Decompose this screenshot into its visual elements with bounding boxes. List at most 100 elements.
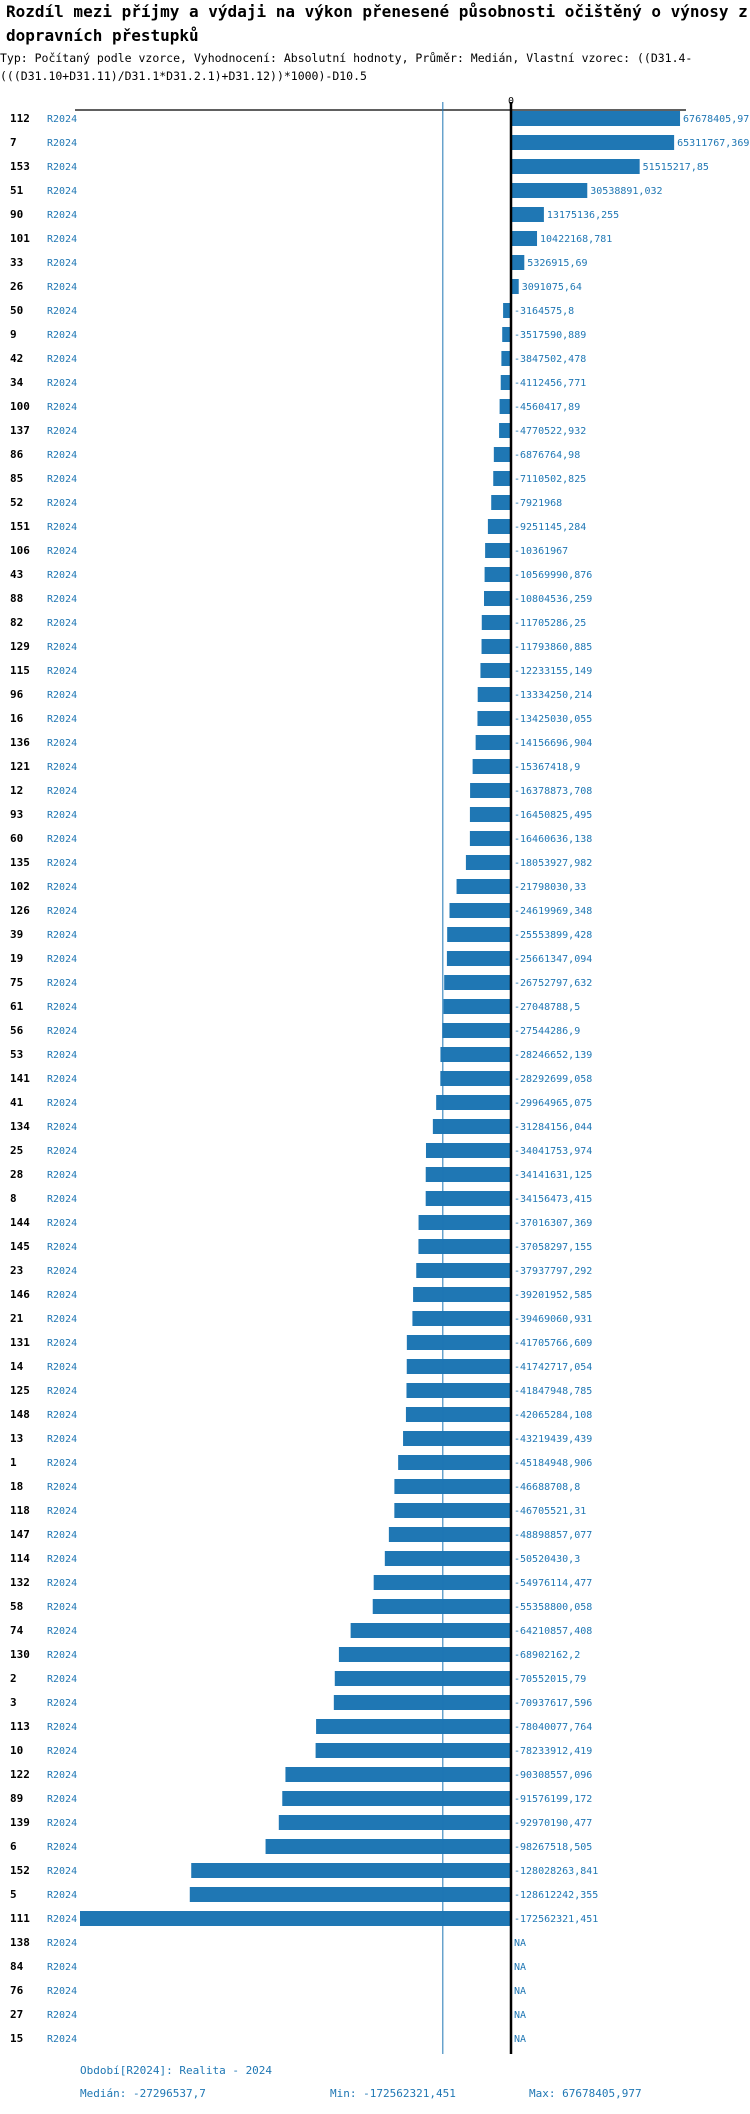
row-period-label: R2024: [47, 450, 77, 461]
bar: [440, 1047, 511, 1062]
bar: [425, 1191, 511, 1206]
bar: [484, 591, 511, 606]
value-label: -41705766,609: [514, 1338, 592, 1349]
row-id-label: 90: [10, 208, 23, 221]
row-period-label: R2024: [47, 1146, 77, 1157]
bar: [511, 159, 640, 174]
row-id-label: 134: [10, 1120, 30, 1133]
row-id-label: 50: [10, 304, 23, 317]
value-label: 30538891,032: [590, 186, 662, 197]
row-period-label: R2024: [47, 1218, 77, 1229]
value-label: NA: [514, 1938, 526, 1949]
row-period-label: R2024: [47, 1674, 77, 1685]
row-period-label: R2024: [47, 378, 77, 389]
row-period-label: R2024: [47, 1746, 77, 1757]
row-id-label: 93: [10, 808, 23, 821]
row-period-label: R2024: [47, 1194, 77, 1205]
row-id-label: 96: [10, 688, 24, 701]
row-id-label: 125: [10, 1384, 30, 1397]
row-period-label: R2024: [47, 930, 77, 941]
footer-max: Max: 67678405,977: [529, 2087, 642, 2100]
row-period-label: R2024: [47, 1698, 77, 1709]
row-id-label: 61: [10, 1000, 24, 1013]
row-period-label: R2024: [47, 2010, 77, 2021]
value-label: -29964965,075: [514, 1098, 592, 1109]
row-period-label: R2024: [47, 1098, 77, 1109]
bar: [406, 1359, 511, 1374]
row-period-label: R2024: [47, 786, 77, 797]
row-period-label: R2024: [47, 522, 77, 533]
row-period-label: R2024: [47, 546, 77, 557]
row-period-label: R2024: [47, 1410, 77, 1421]
row-id-label: 6: [10, 1840, 17, 1853]
value-label: -16450825,495: [514, 810, 592, 821]
row-period-label: R2024: [47, 186, 77, 197]
value-label: -4112456,771: [514, 378, 586, 389]
row-id-label: 43: [10, 568, 23, 581]
value-label: -90308557,096: [514, 1770, 592, 1781]
row-id-label: 34: [10, 376, 24, 389]
row-period-label: R2024: [47, 954, 77, 965]
chart-subtitle: Typ: Počítaný podle vzorce, Vyhodnocení:…: [0, 51, 693, 83]
bar: [493, 471, 511, 486]
value-label: -37058297,155: [514, 1242, 592, 1253]
value-label: -92970190,477: [514, 1818, 592, 1829]
row-period-label: R2024: [47, 234, 77, 245]
row-id-label: 84: [10, 1960, 24, 1973]
row-period-label: R2024: [47, 978, 77, 989]
value-label: -7110502,825: [514, 474, 586, 485]
bar: [511, 135, 675, 150]
bar: [315, 1743, 511, 1758]
row-id-label: 141: [10, 1072, 30, 1085]
row-period-label: R2024: [47, 1266, 77, 1277]
value-label: -21798030,33: [514, 882, 586, 893]
bar: [425, 1167, 511, 1182]
row-id-label: 51: [10, 184, 24, 197]
row-id-label: 42: [10, 352, 23, 365]
row-id-label: 152: [10, 1864, 30, 1877]
row-period-label: R2024: [47, 1962, 77, 1973]
row-period-label: R2024: [47, 642, 77, 653]
row-id-label: 114: [10, 1552, 30, 1565]
value-label: NA: [514, 2010, 526, 2021]
value-label: -42065284,108: [514, 1410, 592, 1421]
value-label: -70552015,79: [514, 1674, 586, 1685]
row-id-label: 147: [10, 1528, 30, 1541]
row-id-label: 86: [10, 448, 24, 461]
value-label: -11705286,25: [514, 618, 586, 629]
row-id-label: 1: [10, 1456, 17, 1469]
value-label: -34156473,415: [514, 1194, 592, 1205]
bar: [477, 711, 511, 726]
value-label: -11793860,885: [514, 642, 592, 653]
row-period-label: R2024: [47, 1842, 77, 1853]
bar: [503, 303, 511, 318]
value-label: -50520430,3: [514, 1554, 580, 1565]
bar: [449, 903, 511, 918]
row-period-label: R2024: [47, 834, 77, 845]
row-period-label: R2024: [47, 1170, 77, 1181]
row-period-label: R2024: [47, 1650, 77, 1661]
row-period-label: R2024: [47, 1626, 77, 1637]
value-label: -4560417,89: [514, 402, 580, 413]
row-id-label: 145: [10, 1240, 30, 1253]
row-id-label: 28: [10, 1168, 23, 1181]
value-label: -14156696,904: [514, 738, 592, 749]
value-label: -6876764,98: [514, 450, 580, 461]
value-label: 10422168,781: [540, 234, 612, 245]
value-label: -16460636,138: [514, 834, 592, 845]
value-label: -24619969,348: [514, 906, 592, 917]
value-label: 67678405,97: [683, 114, 749, 125]
row-id-label: 33: [10, 256, 23, 269]
row-id-label: 118: [10, 1504, 30, 1517]
value-label: -4770522,932: [514, 426, 586, 437]
row-id-label: 121: [10, 760, 30, 773]
row-period-label: R2024: [47, 1338, 77, 1349]
row-id-label: 106: [10, 544, 30, 557]
row-period-label: R2024: [47, 1386, 77, 1397]
value-label: -46688708,8: [514, 1482, 580, 1493]
row-id-label: 7: [10, 136, 17, 149]
bar: [511, 111, 681, 126]
row-id-label: 2: [10, 1672, 17, 1685]
value-label: -25553899,428: [514, 930, 592, 941]
row-id-label: 19: [10, 952, 23, 965]
